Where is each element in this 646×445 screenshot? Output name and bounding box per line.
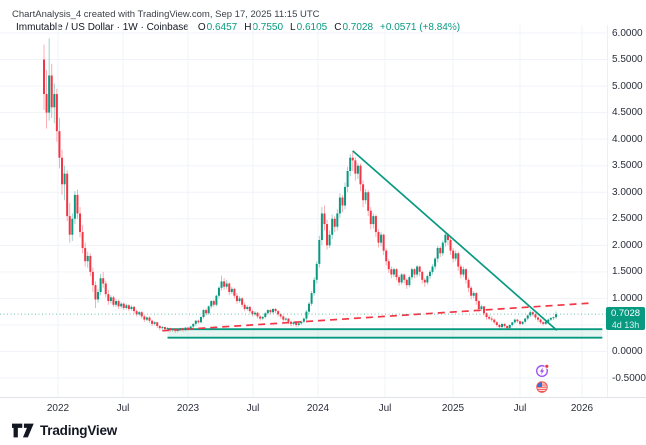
high-label: H <box>244 22 252 33</box>
bar-countdown: 4d 13h <box>611 320 640 330</box>
price-axis-label: 1.5000 <box>612 266 643 278</box>
price-axis-label: 5.5000 <box>612 54 643 66</box>
attribution-text: ChartAnalysis_4 created with TradingView… <box>12 9 320 20</box>
descending-trendline[interactable] <box>352 150 558 331</box>
open-label: O <box>197 22 206 33</box>
time-axis-separator <box>0 397 646 398</box>
support-zone[interactable] <box>167 328 603 339</box>
price-axis-label: 4.5000 <box>612 107 643 119</box>
price-axis-label: 4.0000 <box>612 133 643 145</box>
lightning-event-icon[interactable] <box>536 363 550 377</box>
change-value: +0.0571 (+8.84%) <box>380 22 461 33</box>
time-axis[interactable]: 2022 Jul 2023 Jul 2024 Jul 2025 Jul 2026 <box>0 398 646 420</box>
price-axis[interactable]: 6.0000 5.5000 5.0000 4.5000 4.0000 3.5000 3.00… <box>608 25 646 397</box>
time-axis-label: Jul <box>246 403 260 414</box>
candlestick-series <box>43 38 558 333</box>
price-axis-label: 2.0000 <box>612 239 643 251</box>
price-axis-label: 3.5000 <box>612 160 643 172</box>
time-axis-label: Jul <box>378 403 392 414</box>
tradingview-logo-text: TradingView <box>40 423 118 438</box>
us-flag-event-icon[interactable] <box>536 381 548 393</box>
price-axis-label: 0.0000 <box>612 345 643 357</box>
current-price-label: 0.7028 4d 13h <box>606 307 645 330</box>
price-axis-label: 6.0000 <box>612 27 643 39</box>
price-axis-label: 1.0000 <box>612 292 643 304</box>
notification-dot <box>544 363 550 369</box>
time-axis-label: 2025 <box>441 403 465 414</box>
price-axis-label: 3.0000 <box>612 186 643 198</box>
price-axis-label: 2.5000 <box>612 213 643 225</box>
time-axis-label: 2023 <box>176 403 200 414</box>
close-label: C <box>334 22 342 33</box>
tradingview-logo[interactable]: TradingView <box>12 423 117 438</box>
time-axis-label: 2022 <box>46 403 70 414</box>
low-label: L <box>290 22 296 33</box>
time-axis-label: 2026 <box>570 403 594 414</box>
time-axis-label: Jul <box>513 403 527 414</box>
low-value: 0.6105 <box>296 22 328 33</box>
tradingview-logo-icon <box>12 423 34 438</box>
high-value: 0.7550 <box>252 22 284 33</box>
rising-dashed-trendline[interactable] <box>162 302 590 332</box>
open-value: 0.6457 <box>206 22 238 33</box>
close-value: 0.7028 <box>342 22 374 33</box>
price-axis-separator <box>607 25 608 397</box>
grid <box>0 25 607 397</box>
current-price-value: 0.7028 <box>610 308 641 319</box>
price-axis-label: 5.0000 <box>612 80 643 92</box>
price-axis-label: -0.5000 <box>612 372 646 384</box>
symbol-title[interactable]: Immutable / US Dollar · 1W · Coinbase <box>16 22 189 33</box>
time-axis-label: Jul <box>116 403 130 414</box>
symbol-legend: Immutable / US Dollar · 1W · Coinbase O … <box>16 22 460 33</box>
time-axis-label: 2024 <box>306 403 330 414</box>
